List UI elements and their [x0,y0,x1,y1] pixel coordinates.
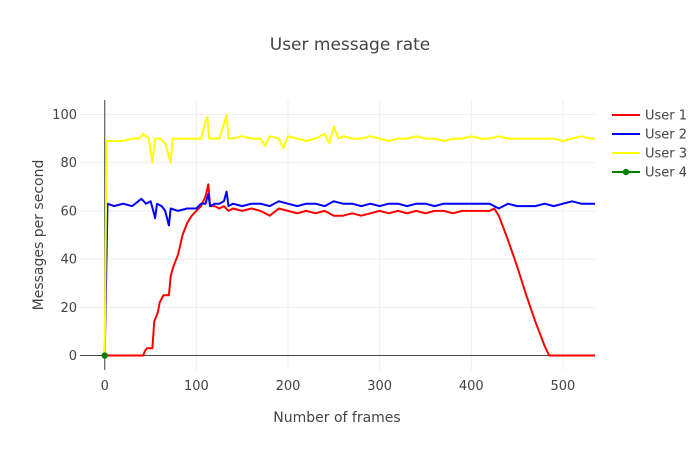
x-tick-label: 500 [551,379,576,394]
y-tick-label: 80 [60,156,77,171]
legend-marker [622,168,630,176]
series-line-user-1 [104,183,595,357]
legend-item-user-1[interactable]: User 1 [612,109,687,124]
series-line-user-2 [103,190,595,356]
y-tick-label: 20 [60,301,77,316]
gridlines [80,100,595,370]
plot-area [101,113,595,359]
legend-label: User 4 [645,166,687,181]
tick-labels: 0 100 200 300 400 500 0 20 40 60 80 100 [52,108,575,394]
chart-title: User message rate [270,35,431,55]
legend-item-user-2[interactable]: User 2 [612,128,687,143]
axes [80,100,595,370]
y-tick-label: 60 [60,204,77,219]
y-tick-label: 100 [52,108,77,123]
legend-item-user-3[interactable]: User 3 [612,147,687,162]
x-axis-title: Number of frames [273,410,400,426]
x-tick-label: 400 [459,379,484,394]
data-point-user-4 [101,352,108,359]
x-tick-label: 300 [367,379,392,394]
legend-label: User 1 [645,109,687,124]
y-axis-title: Messages per second [31,160,47,311]
y-tick-label: 0 [69,349,77,364]
y-tick-label: 40 [60,253,77,268]
x-tick-label: 200 [276,379,301,394]
legend-label: User 3 [645,147,687,162]
x-tick-label: 0 [101,379,109,394]
x-tick-label: 100 [184,379,209,394]
series-line-user-3 [103,113,595,356]
legend: User 1 User 2 User 3 User 4 [612,109,687,181]
legend-item-user-4[interactable]: User 4 [612,166,687,181]
legend-label: User 2 [645,128,687,143]
